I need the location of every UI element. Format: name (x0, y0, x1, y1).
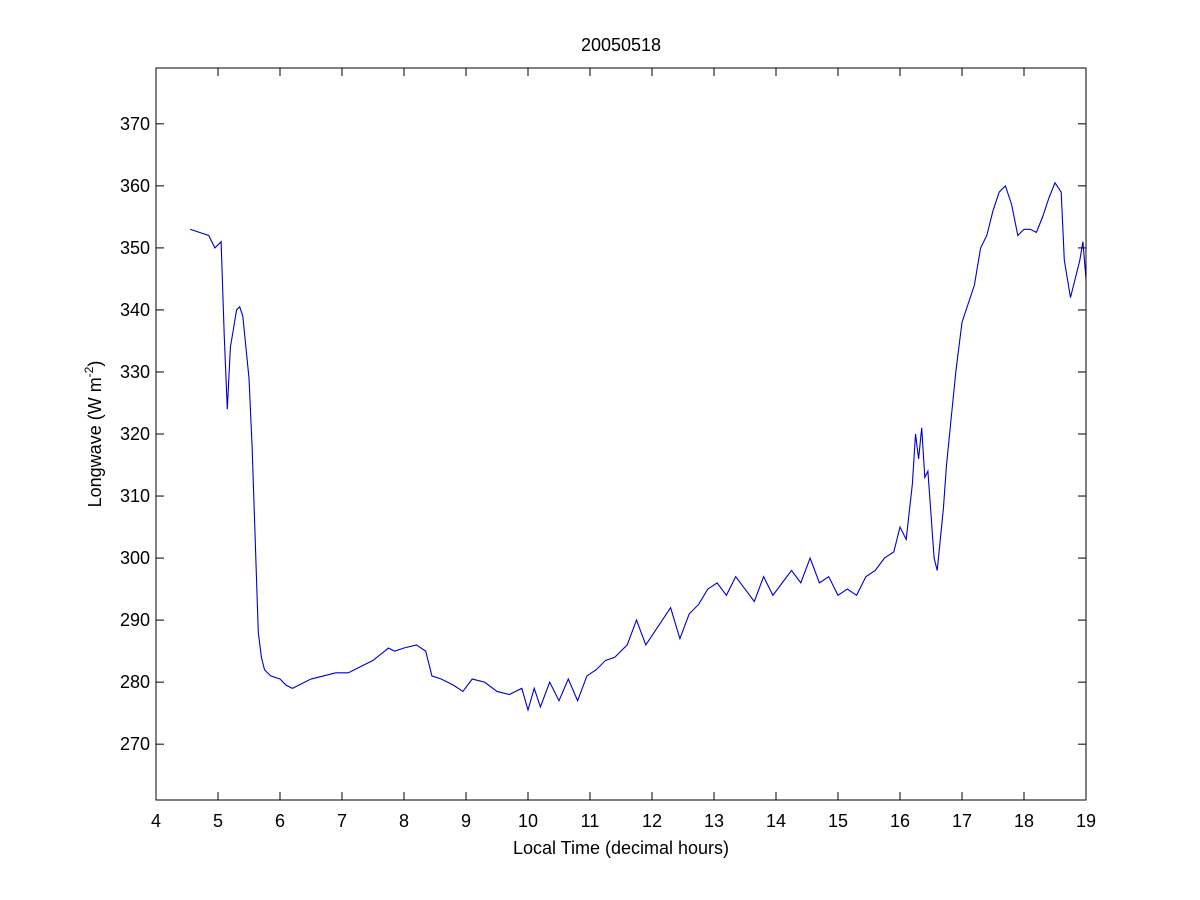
x-tick-label: 13 (704, 811, 724, 831)
x-tick-label: 14 (766, 811, 786, 831)
y-tick-label: 290 (120, 610, 150, 630)
y-tick-label: 310 (120, 486, 150, 506)
y-tick-label: 360 (120, 176, 150, 196)
x-tick-label: 17 (952, 811, 972, 831)
y-tick-label: 370 (120, 114, 150, 134)
x-tick-label: 9 (461, 811, 471, 831)
y-axis-label-exponent: -2 (82, 366, 96, 377)
x-tick-label: 7 (337, 811, 347, 831)
x-tick-label: 8 (399, 811, 409, 831)
x-tick-label: 10 (518, 811, 538, 831)
x-tick-label: 4 (151, 811, 161, 831)
x-tick-label: 11 (581, 811, 600, 831)
plot-area (156, 68, 1086, 800)
x-tick-label: 5 (213, 811, 223, 831)
y-tick-label: 340 (120, 300, 150, 320)
x-tick-label: 16 (890, 811, 910, 831)
x-tick-label: 6 (275, 811, 285, 831)
chart-title: 20050518 (581, 35, 661, 55)
y-tick-label: 280 (120, 672, 150, 692)
y-tick-label: 350 (120, 238, 150, 258)
y-axis-label-main: Longwave (W m (85, 377, 105, 507)
x-tick-label: 12 (642, 811, 662, 831)
y-tick-label: 330 (120, 362, 150, 382)
y-tick-label: 320 (120, 424, 150, 444)
y-axis-label-close: ) (85, 361, 105, 367)
y-tick-label: 300 (120, 548, 150, 568)
y-tick-labels: 270 280 290 300 310 320 330 340 350 360 370 (120, 114, 150, 754)
y-tick-label: 270 (120, 734, 150, 754)
x-tick-label: 15 (828, 811, 848, 831)
x-tick-label: 19 (1076, 811, 1096, 831)
plot-frame (155, 67, 1087, 801)
x-tick-label: 18 (1014, 811, 1034, 831)
x-tick-labels: 4 5 6 7 8 9 10 11 12 13 14 15 16 17 18 19 (151, 811, 1096, 831)
tick-marks (155, 68, 1087, 800)
y-axis-label: Longwave (W m-2) (82, 361, 105, 508)
series-line (189, 181, 1087, 713)
x-axis-label: Local Time (decimal hours) (513, 838, 729, 858)
